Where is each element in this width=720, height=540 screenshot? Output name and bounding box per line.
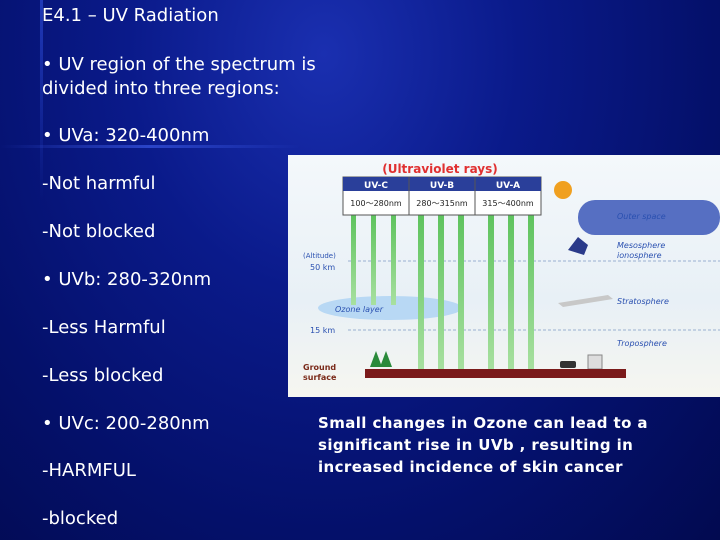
band-name: UV-A	[496, 181, 520, 191]
ground-bar	[365, 369, 626, 378]
bullet: • UVc: 200-280nm	[42, 413, 210, 434]
ray	[351, 215, 356, 305]
layer-label: Troposphere	[617, 339, 667, 348]
bullet: -Less blocked	[42, 365, 164, 386]
bullet: • UVb: 280-320nm	[42, 269, 212, 290]
bullet: • UV region of the spectrum is divided i…	[42, 54, 316, 99]
altitude-label: (Altitude)	[303, 252, 336, 260]
layer-label: Mesosphere	[617, 241, 665, 250]
cloud-icon	[568, 237, 588, 255]
uv-figure: (Ultraviolet rays) UV-C UV-B UV-A 100～28…	[288, 155, 720, 397]
band-range: 100～280nm	[350, 199, 402, 208]
layer-label: ionosphere	[617, 251, 662, 260]
altitude-label: 50 km	[310, 263, 335, 272]
band-range: 280～315nm	[416, 199, 468, 208]
decor	[40, 0, 43, 200]
ray	[528, 215, 534, 370]
ground-label: Ground	[303, 363, 336, 372]
ray	[438, 215, 444, 370]
ray	[488, 215, 494, 370]
bullet: -Not blocked	[42, 221, 156, 242]
caption: Small changes in Ozone can lead to a sig…	[318, 414, 648, 476]
ray	[371, 215, 376, 305]
band-range: 315～400nm	[482, 199, 534, 208]
bullet: -HARMFUL	[42, 460, 136, 481]
tree-icon	[380, 351, 392, 367]
bullet: -Less Harmful	[42, 317, 166, 338]
title: E4.1 – UV Radiation	[42, 5, 219, 26]
ray	[418, 215, 424, 370]
decor	[0, 145, 300, 148]
bullet: • UVa: 320-400nm	[42, 125, 210, 146]
tree-icon	[370, 351, 382, 367]
ozone-label: Ozone layer	[335, 305, 384, 314]
ray	[391, 215, 396, 305]
layer-label: Outer space	[617, 212, 666, 221]
band-name: UV-B	[430, 181, 454, 191]
layer-label: Stratosphere	[617, 297, 669, 306]
house-icon	[587, 354, 603, 370]
altitude-label: 15 km	[310, 326, 335, 335]
bullet: -Not harmful	[42, 173, 156, 194]
bullet: -blocked	[42, 508, 119, 529]
uv-rays	[351, 215, 534, 370]
ray	[508, 215, 514, 370]
space-cloud	[578, 200, 720, 235]
car-icon	[560, 361, 576, 368]
ray	[458, 215, 464, 370]
plane-icon	[558, 295, 613, 307]
sun	[554, 181, 572, 199]
band-name: UV-C	[364, 181, 388, 191]
figure-title: (Ultraviolet rays)	[382, 162, 498, 176]
ground-label: surface	[303, 373, 337, 382]
band-header	[343, 177, 541, 191]
